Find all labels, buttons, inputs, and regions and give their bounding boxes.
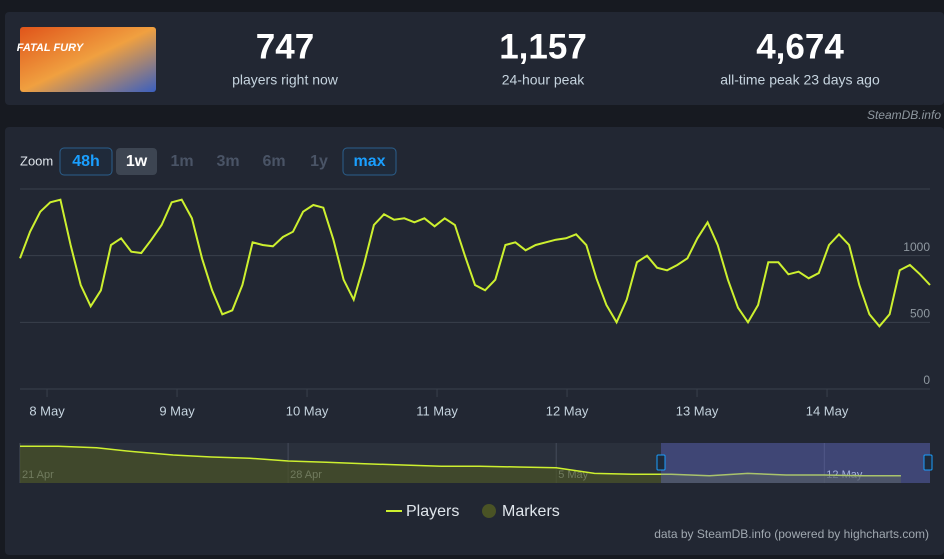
credit[interactable]: SteamDB.info xyxy=(867,108,941,122)
zoom-button-label: 48h xyxy=(72,153,100,170)
navigator-area xyxy=(20,446,901,483)
zoom-button-label: 6m xyxy=(262,153,285,170)
stats-card xyxy=(5,12,944,105)
navigator-selection[interactable] xyxy=(661,443,930,483)
y-tick-label: 1000 xyxy=(903,240,930,254)
zoom-button[interactable] xyxy=(342,147,397,176)
stat-value: 747 xyxy=(256,27,314,66)
y-tick-label: 500 xyxy=(910,307,930,321)
x-tick-label: 8 May xyxy=(29,403,65,418)
navigator-line xyxy=(20,445,901,477)
game-thumbnail[interactable] xyxy=(20,27,156,92)
zoom-button-label: 1y xyxy=(310,153,328,170)
navigator-handle[interactable] xyxy=(923,454,933,471)
footer[interactable]: data by SteamDB.info (powered by highcha… xyxy=(654,527,929,541)
stat-value: 1,157 xyxy=(499,27,587,66)
stat-label: all-time peak 23 days ago xyxy=(720,72,880,88)
thumbnail-text: FATAL FURY xyxy=(17,42,85,54)
stat-value: 4,674 xyxy=(756,27,844,66)
zoom-button-label: 3m xyxy=(216,153,239,170)
y-tick-label: 0 xyxy=(923,373,930,387)
x-tick-label: 13 May xyxy=(676,403,719,418)
legend-label[interactable]: Players xyxy=(406,503,459,520)
zoom-button-label: 1m xyxy=(170,153,193,170)
legend: Players Markers xyxy=(386,503,560,520)
main-chart: 0 500 1000 8 May 9 May 10 May 11 May 12 May 13 M… xyxy=(19,188,931,418)
zoom-button-label: max xyxy=(353,153,385,170)
legend-symbol xyxy=(482,504,496,518)
x-tick-label: 12 May xyxy=(546,403,589,418)
x-tick-label: 11 May xyxy=(416,403,458,418)
stat-label: players right now xyxy=(232,72,339,88)
zoom-label: Zoom xyxy=(20,153,53,168)
series-line xyxy=(19,198,931,328)
x-tick-label: 9 May xyxy=(159,403,195,418)
x-tick-label: 10 May xyxy=(286,403,329,418)
chart-card xyxy=(5,127,944,555)
zoom-button[interactable] xyxy=(116,148,157,175)
x-tick-label: 14 May xyxy=(806,403,849,418)
stat-label: 24-hour peak xyxy=(502,72,586,88)
zoom-buttons: 48h 1w 1m 3m 6m 1y max xyxy=(59,147,397,176)
zoom-button[interactable] xyxy=(59,147,113,176)
zoom-button-label: 1w xyxy=(126,153,148,170)
navigator-handle[interactable] xyxy=(656,454,666,471)
legend-label[interactable]: Markers xyxy=(502,503,560,520)
